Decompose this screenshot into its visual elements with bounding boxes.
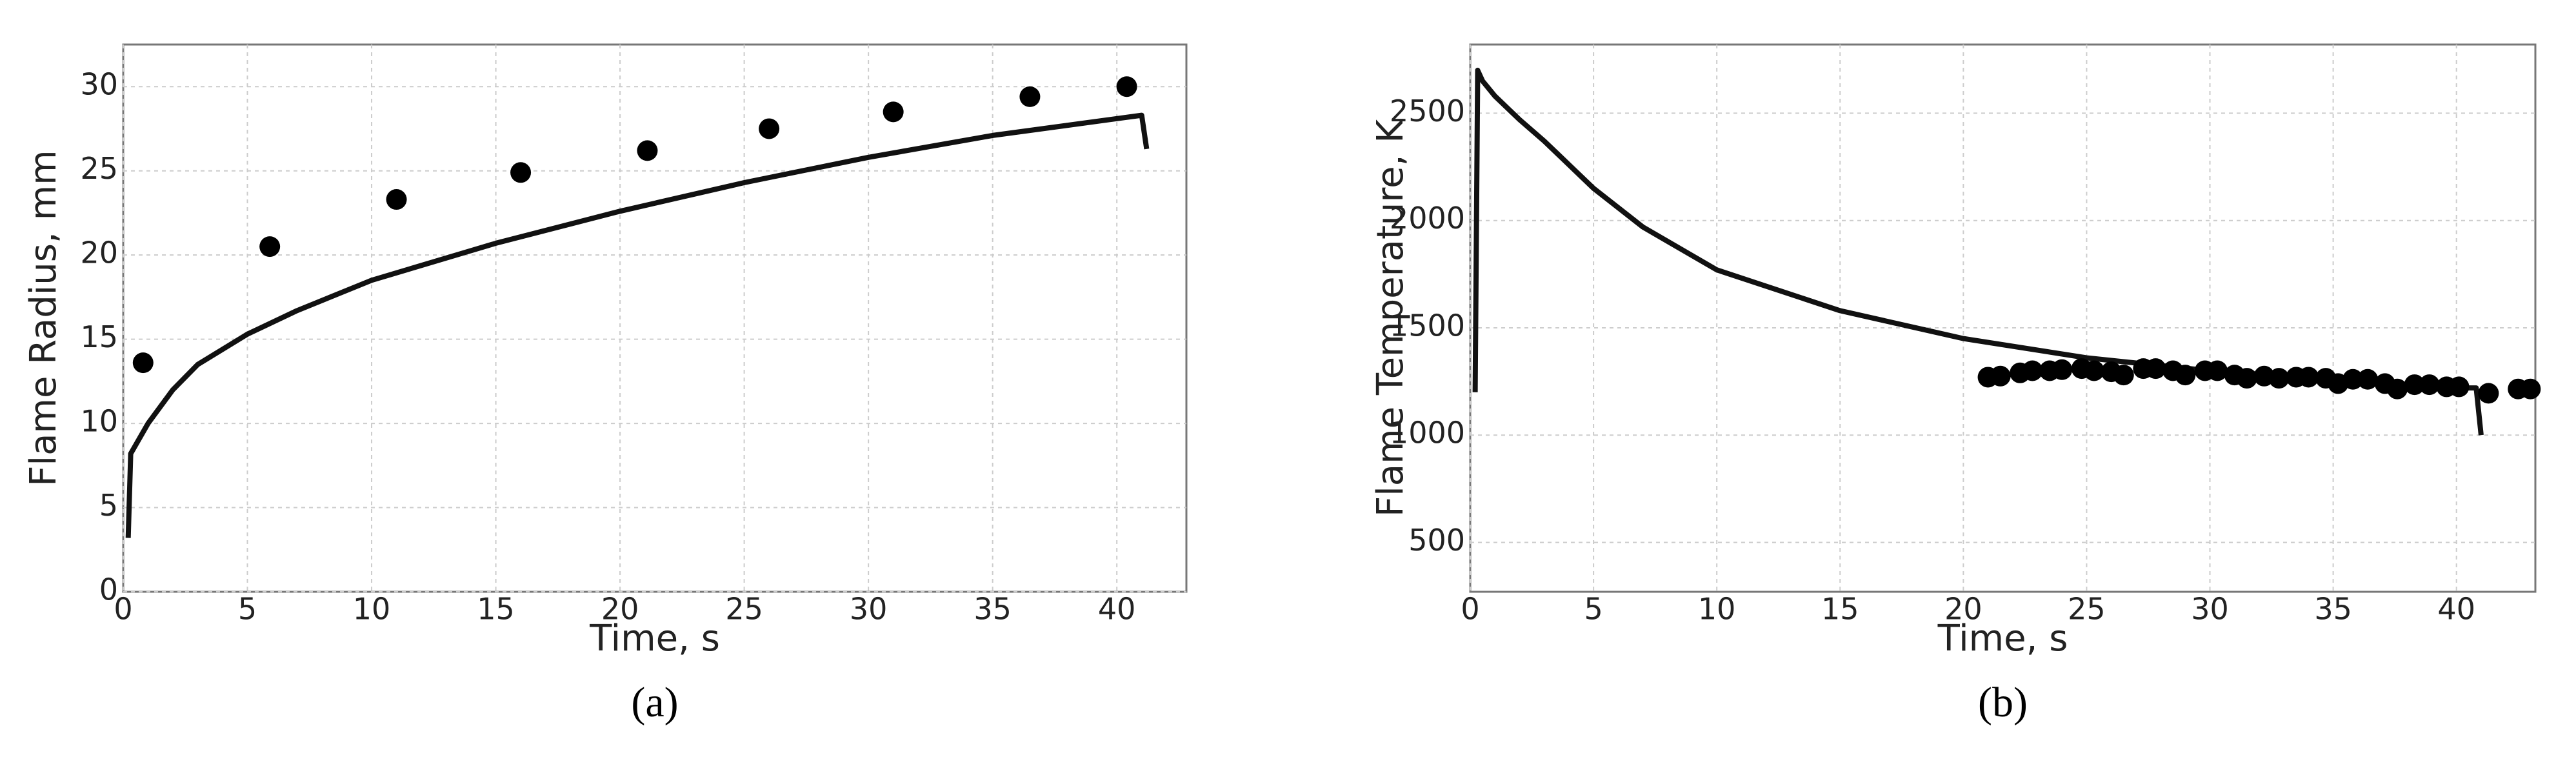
data-point xyxy=(2404,374,2425,396)
data-point xyxy=(259,236,281,257)
data-point xyxy=(2386,378,2408,399)
data-point xyxy=(1116,76,1137,97)
data-point xyxy=(2298,367,2319,388)
x-tick-label: 15 xyxy=(477,592,515,627)
data-point xyxy=(510,162,532,183)
data-point xyxy=(2236,368,2257,389)
y-axis-label: Flame Radius, mm xyxy=(23,150,65,486)
x-tick-label: 5 xyxy=(1584,592,1603,627)
data-point xyxy=(2419,374,2440,396)
data-point xyxy=(2342,368,2364,390)
x-tick-label: 40 xyxy=(2437,592,2475,627)
data-point xyxy=(2113,365,2134,386)
y-tick-label: 1000 xyxy=(1390,416,1465,450)
data-point xyxy=(2478,383,2499,404)
data-point xyxy=(2206,360,2228,381)
data-point xyxy=(132,352,154,374)
y-tick-label: 1500 xyxy=(1390,308,1465,343)
data-point xyxy=(1019,86,1041,107)
y-tick-label: 25 xyxy=(80,151,118,186)
data-point xyxy=(2175,365,2196,386)
y-axis-label: Flame Temperature, K xyxy=(1370,119,1412,517)
y-tick-label: 30 xyxy=(80,67,118,102)
data-point xyxy=(2448,376,2470,398)
x-axis-label: Time, s xyxy=(1937,618,2068,660)
panel-label: (b) xyxy=(1978,679,2028,726)
x-tick-label: 5 xyxy=(238,592,257,627)
x-tick-label: 20 xyxy=(1944,592,1982,627)
x-tick-label: 10 xyxy=(1698,592,1736,627)
data-line xyxy=(125,112,1150,538)
y-tick-label: 500 xyxy=(1408,523,1465,558)
y-tick-label: 2000 xyxy=(1390,201,1465,236)
x-tick-label: 35 xyxy=(2314,592,2352,627)
data-point xyxy=(2052,359,2073,380)
x-tick-label: 0 xyxy=(114,592,132,627)
x-tick-label: 35 xyxy=(973,592,1012,627)
x-tick-label: 15 xyxy=(1821,592,1859,627)
x-tick-label: 10 xyxy=(353,592,391,627)
plot-frame xyxy=(1469,43,2537,593)
data-point xyxy=(2022,360,2043,381)
x-tick-label: 20 xyxy=(601,592,639,627)
x-tick-label: 25 xyxy=(2068,592,2106,627)
data-point xyxy=(2520,378,2541,399)
data-point xyxy=(637,140,658,161)
y-tick-label: 5 xyxy=(99,488,118,523)
x-tick-label: 0 xyxy=(1461,592,1479,627)
data-point xyxy=(2357,368,2379,390)
x-tick-label: 25 xyxy=(725,592,763,627)
x-axis-label: Time, s xyxy=(589,618,720,660)
y-tick-label: 20 xyxy=(80,236,118,270)
y-tick-label: 0 xyxy=(99,572,118,607)
x-tick-label: 30 xyxy=(850,592,888,627)
panel-label: (a) xyxy=(631,679,678,726)
data-point xyxy=(2145,358,2166,379)
data-point xyxy=(2083,360,2104,381)
y-tick-label: 2500 xyxy=(1390,94,1465,128)
x-tick-label: 40 xyxy=(1098,592,1136,627)
y-tick-label: 10 xyxy=(80,404,118,439)
data-point xyxy=(759,118,780,139)
y-tick-label: 15 xyxy=(80,319,118,354)
data-point xyxy=(1990,365,2011,387)
data-point xyxy=(2268,368,2290,389)
data-point xyxy=(386,189,407,210)
x-tick-label: 30 xyxy=(2191,592,2229,627)
data-point xyxy=(883,101,904,123)
